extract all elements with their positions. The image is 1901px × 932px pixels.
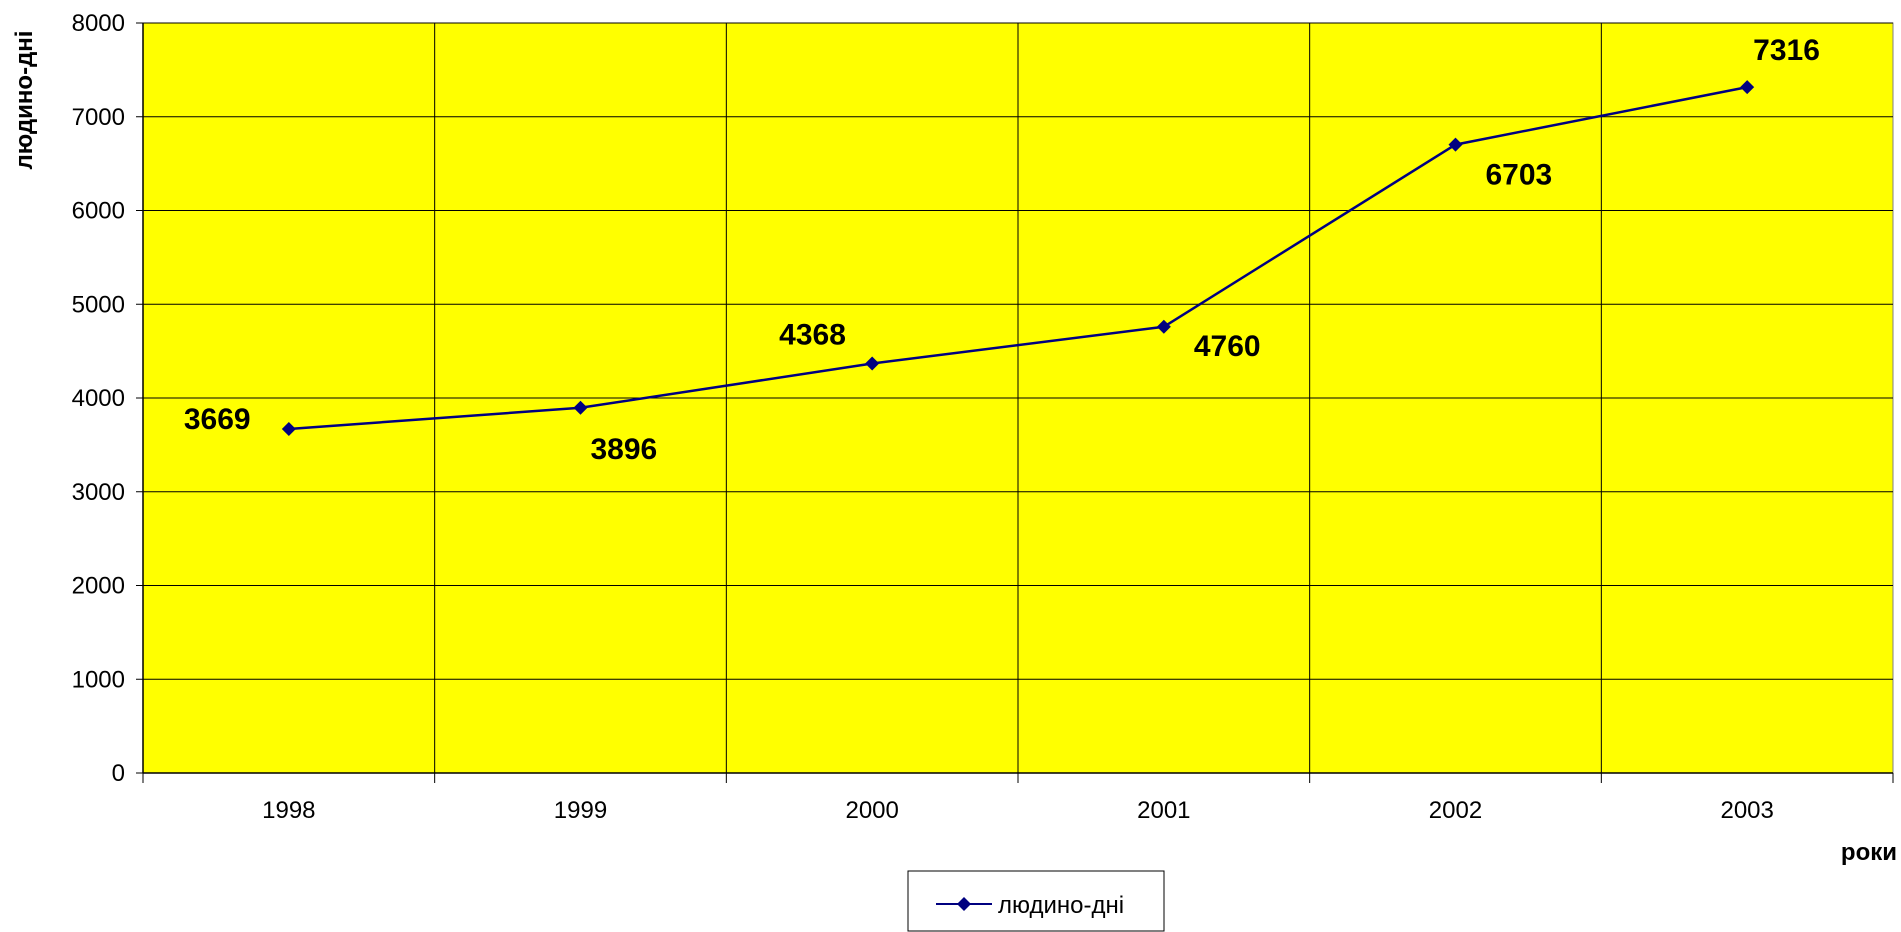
data-labels: 3669 3896 4368 4760 6703 7316 [184, 34, 1820, 466]
y-tick-label: 7000 [72, 104, 125, 131]
data-label: 3896 [591, 433, 658, 466]
x-tick-label: 2001 [1137, 797, 1190, 824]
x-tick-label: 1998 [262, 797, 315, 824]
x-axis-title: роки [1841, 839, 1897, 866]
data-point-marker [281, 422, 296, 437]
data-label: 3669 [184, 403, 251, 436]
data-point-marker [573, 400, 588, 415]
x-tick-label: 2002 [1429, 797, 1482, 824]
legend: людино-дні [907, 870, 1165, 932]
data-point-marker [1740, 80, 1755, 95]
y-tick-label: 2000 [72, 573, 125, 600]
x-tick-label: 2000 [845, 797, 898, 824]
data-point-marker [1156, 319, 1171, 334]
y-tick-label: 8000 [72, 10, 125, 37]
legend-box [907, 870, 1165, 932]
y-axis-ticks: 0 1000 2000 3000 4000 5000 6000 7000 8000 [72, 10, 143, 787]
y-tick-label: 4000 [72, 385, 125, 412]
legend-label: людино-дні [998, 892, 1124, 919]
y-tick-label: 3000 [72, 479, 125, 506]
y-tick-label: 0 [112, 760, 125, 787]
series-group [281, 80, 1755, 437]
y-axis-title: людино-дні [11, 31, 38, 170]
series-line [288, 85, 1748, 431]
x-tick-label: 2003 [1720, 797, 1773, 824]
x-tick-label: 1999 [554, 797, 607, 824]
data-label: 4760 [1194, 330, 1261, 363]
data-label: 7316 [1753, 34, 1820, 67]
data-label: 6703 [1486, 159, 1553, 192]
y-tick-label: 1000 [72, 666, 125, 693]
data-point-marker [1448, 137, 1463, 152]
y-tick-label: 6000 [72, 198, 125, 225]
y-tick-label: 5000 [72, 291, 125, 318]
data-point-marker [865, 356, 880, 371]
legend-diamond-icon [957, 897, 971, 911]
x-axis-ticks: 1998 1999 2000 2001 2002 2003 [142, 773, 1894, 824]
data-label: 4368 [779, 319, 846, 352]
